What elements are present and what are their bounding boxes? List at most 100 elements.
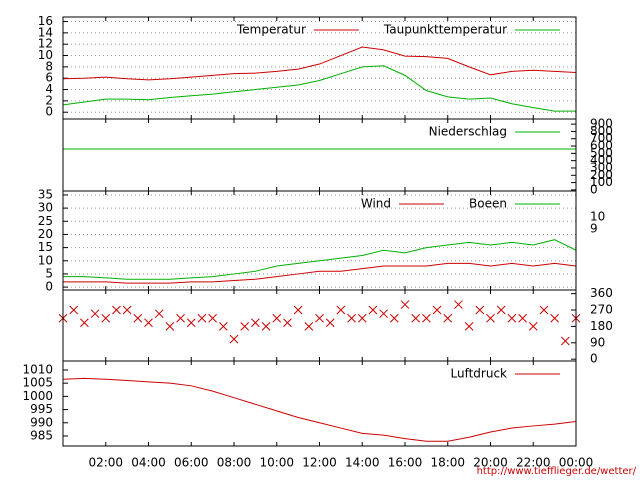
marker [80,318,89,328]
y-tick-label: 300 [590,160,613,174]
y-tick-label: 985 [30,428,53,442]
marker [69,305,79,315]
marker [122,305,132,315]
marker [347,313,356,323]
x-tick-label: 16:00 [388,456,423,470]
y-tick-label: 5 [45,266,53,280]
footer: http://www.tiefflieger.de/wetter/ [477,466,637,477]
marker [165,322,175,331]
y-tick-label: 2 [45,93,53,107]
marker [539,305,549,315]
line [63,262,577,284]
marker [154,309,164,319]
y-tick-label: 180 [590,319,613,333]
marker [325,318,335,328]
marker [422,313,431,323]
y-tick-label: 0 [45,105,53,119]
y-tick-label: 6 [45,71,53,85]
y-tick-label: 990 [30,415,53,429]
marker [101,313,111,323]
marker [464,322,474,331]
x-tick-label: 18:00 [430,456,465,470]
x-tick-label: 06:00 [174,456,209,470]
y-tick-label: 10 [38,253,53,267]
y-tick-label: 1000 [22,389,53,403]
marker [560,336,570,346]
line [62,377,577,442]
marker [251,318,260,328]
y-tick-label: 8 [45,59,53,73]
x-tick-label: 12:00 [302,456,337,470]
y-tick-label: 360 [590,286,613,300]
marker [411,313,421,323]
legend-label: Niederschlag [429,125,507,139]
y-tick-label: 90 [590,335,605,349]
y-tick-label: 12 [38,37,53,51]
y-tick-label: 100 [590,175,613,189]
y-tick-label: 14 [38,25,53,39]
marker [507,313,517,323]
y-tick-label: 800 [590,124,613,138]
marker [304,322,314,331]
marker [144,318,153,328]
x-tick-label: 22:00 [516,456,551,470]
marker [518,313,527,323]
legend-label: Boeen [469,197,507,211]
marker [389,313,399,323]
y-tick-label: 4 [45,82,53,96]
marker [229,334,239,344]
y-tick-label: 0 [590,352,598,366]
marker [550,313,559,323]
marker [400,300,410,309]
y-tick-label: 1010 [22,362,53,376]
x-tick-label: 14:00 [345,456,380,470]
y-tick-label: 700 [590,131,613,145]
y-tick-label: 995 [30,402,53,416]
y-tick-label: 200 [590,168,613,182]
marker [112,305,121,315]
annotation: 10 [590,210,605,224]
y-tick-label: 0 [590,182,598,196]
y-tick-label: 10 [38,48,53,62]
y-tick-label: 400 [590,153,613,167]
y-tick-label: 35 [38,187,53,201]
marker [454,300,463,309]
line [62,46,577,81]
x-tick-label: 08:00 [217,456,252,470]
marker [197,313,207,323]
marker [218,322,228,331]
y-tick-label: 1005 [22,376,53,390]
plot-frame [62,360,577,447]
plot-frame [62,289,577,362]
line [62,65,576,112]
y-tick-label: 15 [38,240,53,254]
marker [368,305,378,315]
y-tick-label: 25 [38,214,53,228]
y-tick-label: 16 [38,14,53,28]
y-tick-label: 600 [590,139,613,153]
x-tick-label: 20:00 [473,456,508,470]
y-tick-label: 30 [38,201,53,215]
marker [475,305,485,315]
marker [496,305,506,315]
marker [133,313,143,323]
marker [272,313,282,323]
x-tick-label: 10:00 [259,456,294,470]
annotation: 9 [590,222,598,236]
marker [186,318,196,328]
marker [315,313,324,323]
line [63,239,577,280]
y-tick-label: 0 [45,280,53,294]
y-tick-label: 20 [38,227,53,241]
x-tick-label: 04:00 [131,456,166,470]
legend-label: Taupunkttemperatur [383,23,507,37]
legend-label: Wind [361,197,391,211]
marker [176,313,185,323]
y-tick-label: 900 [590,117,613,131]
marker [336,305,346,315]
marker [293,305,303,315]
marker [357,313,367,323]
marker [379,309,388,319]
marker [208,313,217,323]
x-tick-label: 00:00 [559,456,594,470]
